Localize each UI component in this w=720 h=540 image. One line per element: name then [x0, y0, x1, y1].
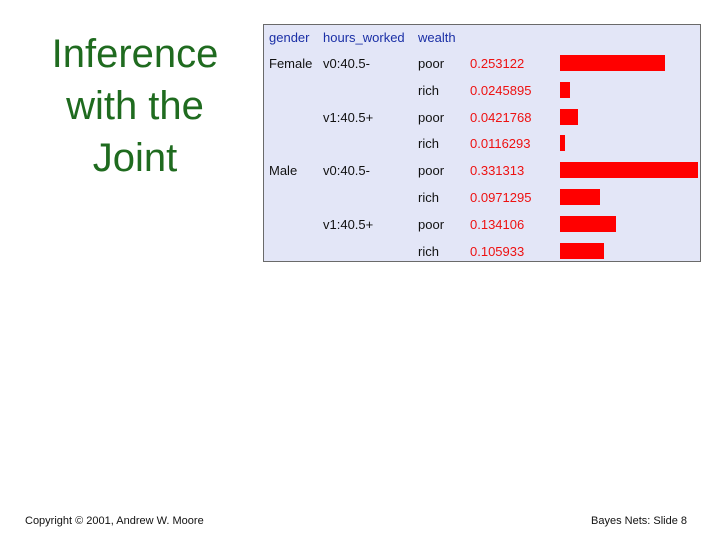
row-probability: 0.0421768	[470, 109, 532, 125]
probability-bar	[560, 135, 565, 152]
slide-title: Inference with the Joint	[20, 28, 250, 184]
row-probability: 0.0245895	[470, 82, 532, 98]
row-wealth: poor	[418, 109, 445, 125]
row-wealth: rich	[418, 136, 439, 152]
row-wealth: poor	[418, 163, 445, 179]
probability-bar	[560, 81, 571, 98]
row-gender: Female	[269, 56, 313, 71]
title-line-1: Inference	[51, 32, 219, 76]
header-wealth: wealth	[418, 30, 456, 45]
title-line-3: Joint	[92, 136, 178, 180]
probability-bar	[560, 242, 605, 259]
joint-distribution-table: gender hours_worked wealth Female v0:40.5…	[263, 24, 701, 262]
row-hours-worked: v0:40.5-	[323, 56, 370, 71]
slide-number-footer: Bayes Nets: Slide 8	[591, 515, 687, 527]
row-hours-worked: v0:40.5-	[323, 163, 370, 179]
header-hours-worked: hours_worked	[323, 30, 405, 45]
row-probability: 0.0116293	[470, 136, 531, 152]
title-line-2: with the	[66, 84, 204, 128]
row-wealth: rich	[418, 243, 439, 259]
row-probability: 0.331313	[470, 163, 525, 179]
row-wealth: rich	[418, 82, 439, 98]
row-hours-worked: v1:40.5+	[323, 109, 374, 125]
row-probability: 0.253122	[470, 56, 525, 71]
probability-bar	[560, 189, 601, 205]
row-probability: 0.105933	[470, 243, 525, 259]
row-gender: Male	[269, 163, 298, 179]
probability-bar	[560, 55, 666, 71]
probability-bar	[560, 162, 698, 179]
row-wealth: poor	[418, 56, 445, 71]
header-gender: gender	[269, 30, 310, 45]
row-hours-worked: v1:40.5+	[323, 216, 374, 232]
probability-bar	[560, 215, 616, 232]
probability-bar	[560, 108, 578, 125]
row-probability: 0.134106	[470, 216, 525, 232]
row-probability: 0.0971295	[470, 190, 532, 205]
copyright-footer: Copyright © 2001, Andrew W. Moore	[25, 515, 204, 527]
row-wealth: poor	[418, 216, 445, 232]
row-wealth: rich	[418, 190, 439, 205]
